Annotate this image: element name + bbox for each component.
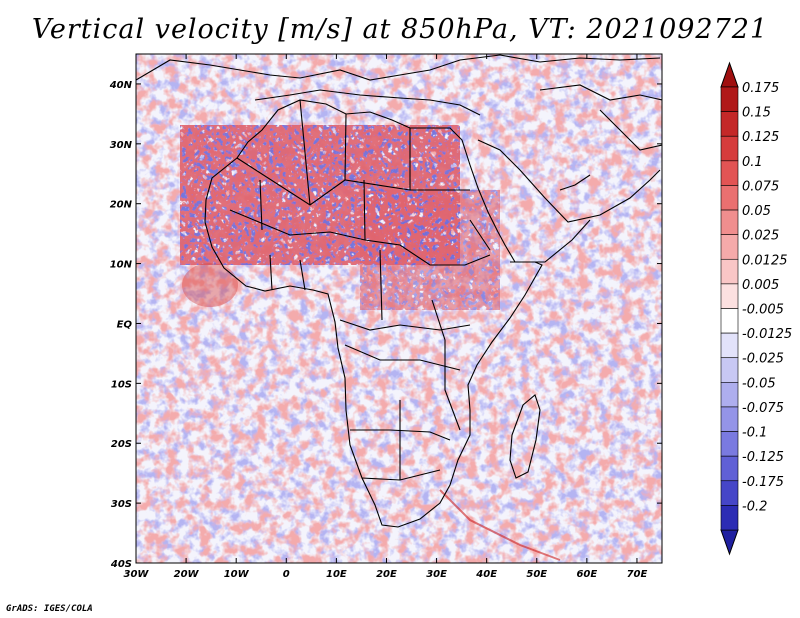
colorbar-label: -0.025 — [742, 352, 784, 367]
lat-tick-label: 10N — [110, 260, 133, 271]
chart-title: Vertical velocity [m/s] at 850hPa, VT: 2… — [31, 14, 769, 45]
lon-tick-label: 50E — [526, 569, 547, 580]
colorbar-bottom-arrow — [720, 529, 739, 556]
lat-tick-label: 40S — [110, 559, 132, 570]
colorbar-swatch — [720, 431, 739, 457]
colorbar-label: 0.1 — [742, 155, 763, 170]
lon-tick-label: 30E — [426, 569, 447, 580]
lon-tick-label: 0 — [283, 569, 290, 580]
colorbar-label: 0.15 — [742, 106, 771, 121]
colorbar: 0.175 0.15 0.125 0.1 0.075 0.05 0.025 0.0125 0.0… — [720, 61, 792, 556]
lat-tick-label: EQ — [117, 319, 133, 330]
credit-label: GrADS: IGES/COLA — [6, 604, 93, 614]
colorbar-label: -0.075 — [742, 401, 784, 416]
colorbar-label: 0.0125 — [742, 253, 788, 268]
colorbar-swatch — [720, 86, 739, 112]
lon-tick-label: 40E — [475, 569, 497, 580]
colorbar-label: 0.175 — [742, 81, 779, 96]
lon-tick-label: 20W — [174, 569, 200, 580]
lon-tick-label: 60E — [576, 569, 597, 580]
colorbar-swatch — [720, 480, 739, 506]
axis-ticks: 30W 20W 10W 0 10E 20E 30E 40E 50E 60E 70E 40N 30N 20N… — [109, 54, 662, 580]
colorbar-label: -0.0125 — [742, 327, 792, 342]
lon-tick-label: 20E — [376, 569, 397, 580]
lat-tick-label: 10S — [111, 379, 132, 390]
map-frame — [135, 53, 663, 564]
colorbar-top-arrow — [720, 61, 739, 88]
lon-tick-label: 70E — [627, 569, 648, 580]
colorbar-swatch — [720, 111, 739, 137]
colorbar-swatch — [720, 160, 739, 186]
lon-tick-label: 10W — [224, 569, 250, 580]
colorbar-label: 0.025 — [742, 229, 779, 244]
colorbar-label: -0.1 — [742, 426, 767, 441]
colorbar-swatch — [720, 332, 739, 359]
colorbar-label: -0.2 — [742, 499, 767, 514]
colorbar-swatch — [720, 283, 739, 309]
colorbar-swatch — [720, 406, 739, 432]
lon-tick-label: 30W — [124, 569, 150, 580]
lat-tick-label: 20S — [111, 439, 132, 450]
colorbar-swatch — [720, 258, 739, 285]
colorbar-swatch — [720, 505, 739, 531]
colorbar-swatch — [720, 455, 739, 482]
colorbar-swatch — [720, 308, 739, 334]
colorbar-swatch — [720, 234, 739, 260]
lat-tick-label: 30N — [110, 140, 133, 151]
colorbar-swatch — [720, 357, 739, 383]
colorbar-label: 0.125 — [742, 130, 779, 145]
colorbar-label: -0.05 — [742, 376, 776, 391]
colorbar-swatch — [720, 382, 739, 408]
colorbar-label: -0.125 — [742, 450, 784, 465]
colorbar-label: -0.175 — [742, 475, 784, 490]
colorbar-label: -0.005 — [742, 303, 784, 318]
colorbar-swatch — [720, 185, 739, 211]
colorbar-label: 0.005 — [742, 278, 779, 293]
velocity-field — [136, 54, 662, 563]
colorbar-label: 0.05 — [742, 204, 771, 219]
coastlines — [136, 54, 662, 528]
colorbar-label: 0.075 — [742, 179, 779, 194]
lat-tick-label: 20N — [110, 200, 133, 211]
lon-tick-label: 10E — [326, 569, 347, 580]
lat-tick-label: 40N — [109, 80, 133, 91]
lat-tick-label: 30S — [111, 499, 132, 510]
colorbar-swatch — [720, 135, 739, 162]
colorbar-swatch — [720, 209, 739, 235]
